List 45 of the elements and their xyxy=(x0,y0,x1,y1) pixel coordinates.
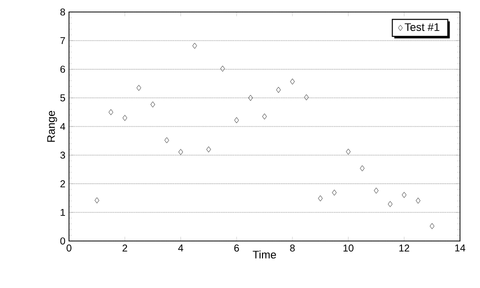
point xyxy=(248,94,253,101)
point xyxy=(360,165,365,172)
point xyxy=(150,101,156,108)
x-tick-label: 14 xyxy=(455,244,466,252)
point xyxy=(192,42,198,49)
y-tick-label: 2 xyxy=(60,180,65,188)
y-axis-title: Range xyxy=(47,110,58,142)
point xyxy=(136,84,142,91)
point xyxy=(262,113,267,120)
y-tick-label: 0 xyxy=(60,237,66,245)
y-tick-label: 4 xyxy=(60,123,66,130)
point xyxy=(178,148,184,156)
x-tick-label: 0 xyxy=(66,244,72,252)
point xyxy=(206,146,211,152)
point xyxy=(220,66,225,72)
x-axis-title: Time xyxy=(252,250,276,258)
point xyxy=(290,78,295,85)
y-tick-label: 5 xyxy=(60,94,66,102)
point xyxy=(374,188,379,194)
point xyxy=(402,192,406,198)
point xyxy=(276,86,281,93)
point xyxy=(122,114,128,121)
point xyxy=(164,137,170,144)
point xyxy=(318,195,323,202)
x-tick-label: 8 xyxy=(290,244,295,252)
point xyxy=(332,190,337,196)
y-tick-label: 8 xyxy=(60,8,66,16)
y-tick-label: 3 xyxy=(60,152,66,159)
point xyxy=(430,223,434,230)
point xyxy=(388,201,393,208)
x-tick-label: 2 xyxy=(122,244,128,252)
legend-label: Test #1 xyxy=(404,23,440,31)
point xyxy=(304,94,309,100)
x-tick-label: 4 xyxy=(178,244,184,252)
point xyxy=(94,197,100,204)
y-tick-label: 7 xyxy=(60,37,65,44)
point xyxy=(108,109,114,116)
y-tick-label: 6 xyxy=(60,66,66,73)
point xyxy=(234,117,239,124)
x-tick-label: 6 xyxy=(234,244,239,252)
x-tick-label: 12 xyxy=(399,244,410,252)
point xyxy=(416,198,420,204)
y-tick-label: 1 xyxy=(60,208,65,216)
x-tick-label: 10 xyxy=(344,244,354,252)
point xyxy=(346,148,351,155)
